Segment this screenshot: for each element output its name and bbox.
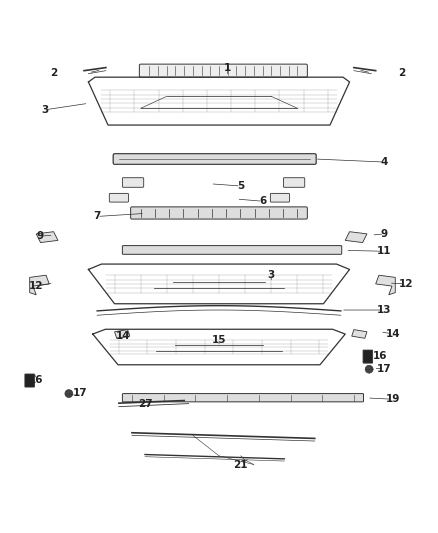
Text: 16: 16 <box>29 375 43 385</box>
Text: 14: 14 <box>116 331 131 341</box>
Text: 2: 2 <box>50 68 57 78</box>
Polygon shape <box>376 275 395 295</box>
FancyBboxPatch shape <box>122 177 144 187</box>
Circle shape <box>65 390 73 398</box>
Text: 7: 7 <box>93 212 101 221</box>
Text: 17: 17 <box>72 387 87 398</box>
Text: 12: 12 <box>29 281 43 291</box>
Text: 9: 9 <box>37 231 44 241</box>
Text: 3: 3 <box>41 105 49 115</box>
Text: 19: 19 <box>386 394 400 404</box>
Polygon shape <box>345 232 367 243</box>
Text: 12: 12 <box>399 279 413 289</box>
Text: 14: 14 <box>386 329 400 339</box>
FancyBboxPatch shape <box>25 374 35 387</box>
Text: 6: 6 <box>259 196 266 206</box>
FancyBboxPatch shape <box>113 154 316 164</box>
FancyBboxPatch shape <box>270 193 290 202</box>
Text: 2: 2 <box>398 68 406 78</box>
Polygon shape <box>30 275 49 295</box>
Text: 17: 17 <box>377 364 392 374</box>
Polygon shape <box>352 329 367 338</box>
Text: 3: 3 <box>268 270 275 280</box>
Text: 9: 9 <box>381 229 388 239</box>
Polygon shape <box>115 329 130 338</box>
Text: 5: 5 <box>237 181 244 191</box>
Text: 27: 27 <box>138 399 152 409</box>
FancyBboxPatch shape <box>363 350 373 363</box>
FancyBboxPatch shape <box>113 154 316 164</box>
Text: 4: 4 <box>381 157 388 167</box>
FancyBboxPatch shape <box>122 246 342 254</box>
FancyBboxPatch shape <box>131 207 307 219</box>
Polygon shape <box>36 232 58 243</box>
FancyBboxPatch shape <box>139 64 307 77</box>
FancyBboxPatch shape <box>110 193 128 202</box>
Text: 21: 21 <box>233 459 248 470</box>
Text: 13: 13 <box>377 305 392 315</box>
Text: 1: 1 <box>224 63 231 74</box>
Text: 15: 15 <box>212 335 226 345</box>
Circle shape <box>365 365 373 373</box>
Text: 16: 16 <box>373 351 387 361</box>
Text: 11: 11 <box>377 246 392 256</box>
FancyBboxPatch shape <box>122 393 364 402</box>
FancyBboxPatch shape <box>283 177 305 187</box>
